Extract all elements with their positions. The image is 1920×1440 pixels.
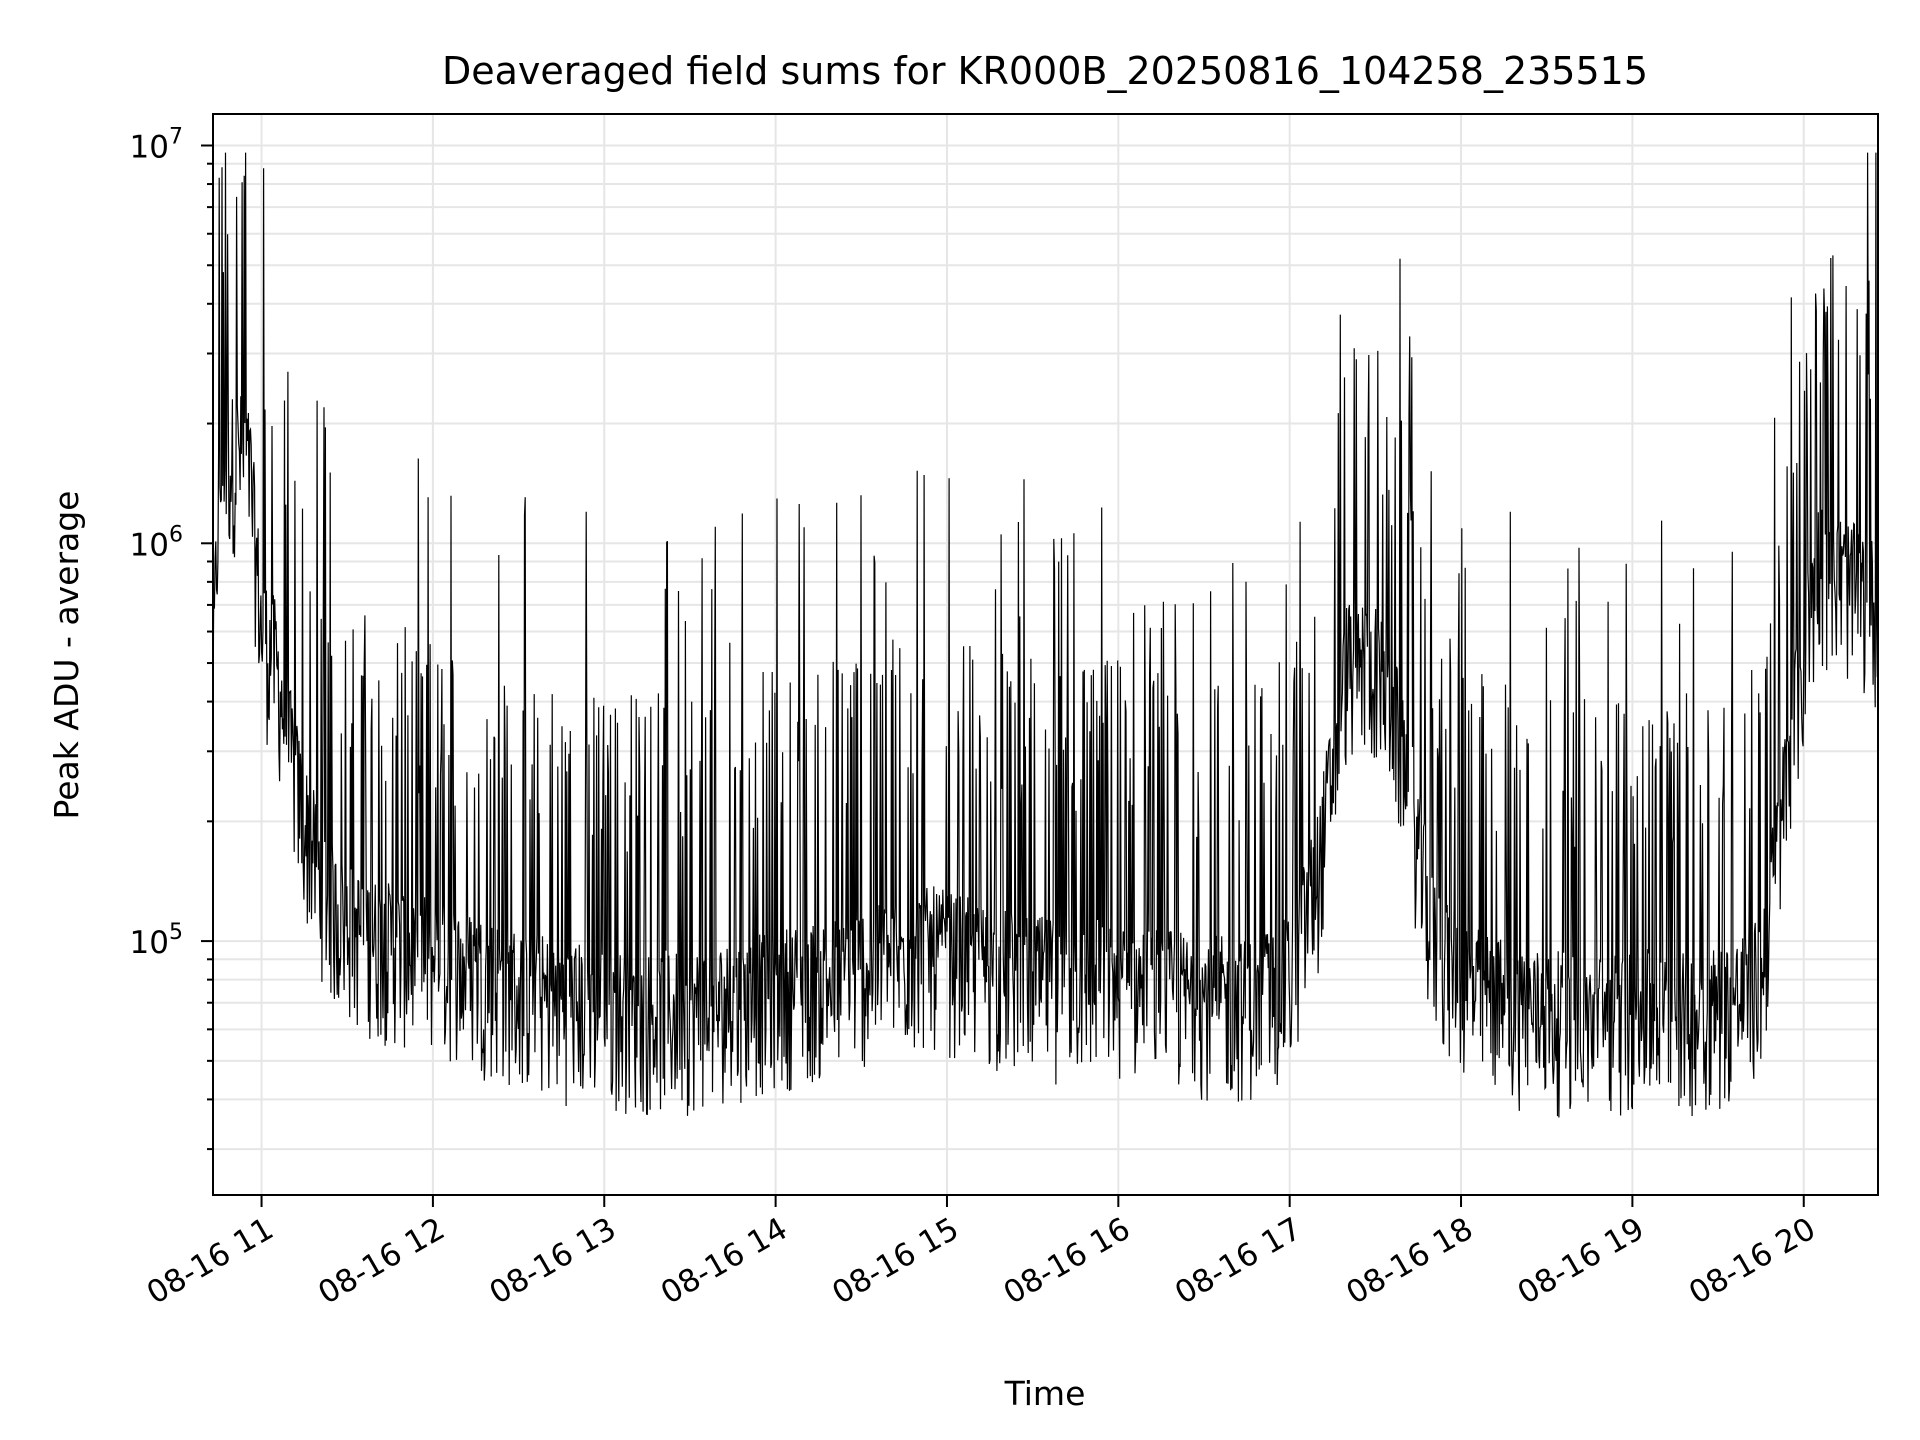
- y-axis-label: Peak ADU - average: [47, 491, 86, 820]
- x-tick-label: 08-16 19: [1512, 1211, 1651, 1312]
- x-tick-label: 08-16 17: [1169, 1211, 1308, 1312]
- x-axis-label: Time: [1004, 1374, 1086, 1413]
- x-tick-label: 08-16 18: [1340, 1211, 1479, 1312]
- x-tick-label: 08-16 14: [655, 1211, 794, 1312]
- series-line: [212, 152, 1879, 1118]
- grid: [213, 114, 1878, 1195]
- x-tick-label: 08-16 11: [141, 1211, 280, 1312]
- y-tick-label: 106: [130, 522, 183, 563]
- chart-title: Deaveraged field sums for KR000B_2025081…: [442, 49, 1648, 93]
- series-layer: [212, 152, 1879, 1118]
- x-tick-label: 08-16 15: [826, 1211, 965, 1312]
- x-tick-label: 08-16 12: [312, 1211, 451, 1312]
- plot-frame: [212, 113, 1879, 1196]
- y-axis-ticks: 105 106 107: [130, 124, 213, 1151]
- x-tick-label: 08-16 16: [998, 1211, 1137, 1312]
- x-tick-label: 08-16 20: [1683, 1211, 1822, 1312]
- x-tick-label: 08-16 13: [484, 1211, 623, 1312]
- y-tick-label: 107: [130, 124, 183, 165]
- x-axis-ticks: 08-16 11 08-16 12 08-16 13 08-16 14 08-16 15…: [141, 1195, 1822, 1312]
- y-tick-label: 105: [130, 920, 183, 961]
